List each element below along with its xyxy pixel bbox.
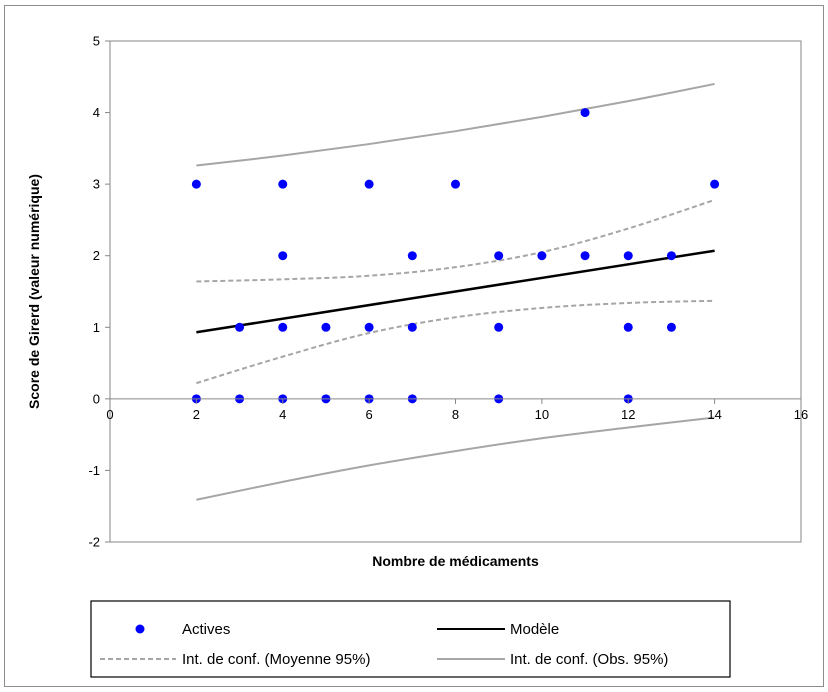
legend-label-modele: Modèle: [510, 621, 559, 638]
scatter-point: [364, 179, 374, 189]
y-tick-label: 0: [93, 391, 100, 406]
scatter-point: [235, 322, 245, 332]
ci-obs-lower-line: [196, 416, 715, 501]
scatter-point: [537, 251, 547, 261]
scatter-point: [451, 179, 460, 189]
legend-label-ci-obs: Int. de conf. (Obs. 95%): [510, 651, 668, 668]
model-line-layer: [196, 249, 715, 334]
scatter-point: [278, 322, 288, 332]
scatter-point: [494, 251, 504, 261]
scatter-point: [494, 322, 504, 332]
legend-box: [90, 600, 731, 678]
y-tick-label: -1: [88, 463, 100, 478]
y-tick-label: 2: [93, 248, 100, 263]
model-line: [196, 249, 715, 334]
scatter-point: [710, 179, 720, 189]
x-tick-label: 2: [193, 407, 200, 422]
x-tick-label: 4: [279, 407, 286, 422]
x-tick-label: 0: [106, 407, 113, 422]
scatter-point: [407, 251, 417, 261]
ci-mean-upper-line: [196, 198, 715, 283]
x-tick-label: 16: [794, 407, 808, 422]
scatter-point: [623, 322, 633, 332]
scatter-point: [666, 322, 676, 332]
scatter-point: [580, 251, 590, 261]
x-tick-label: 6: [366, 407, 373, 422]
scatter-point: [580, 108, 590, 118]
x-tick-label: 14: [707, 407, 721, 422]
scatter-point: [278, 251, 288, 261]
x-tick-label: 8: [452, 407, 459, 422]
scatter-point: [364, 322, 374, 332]
scatter-point: [623, 251, 633, 261]
y-axis-title: Score de Girerd (valeur numérique): [26, 174, 42, 409]
scatter-point: [321, 322, 331, 332]
scatter-point: [666, 251, 676, 261]
confidence-intervals: [196, 82, 715, 501]
y-tick-label: 3: [93, 177, 100, 192]
scatter-points: [191, 108, 720, 404]
legend-marker-actives: [135, 624, 145, 634]
legend: Actives Modèle Int. de conf. (Moyenne 95…: [90, 600, 731, 678]
scatter-point: [407, 322, 417, 332]
x-tick-label: 10: [535, 407, 549, 422]
legend-label-ci-mean: Int. de conf. (Moyenne 95%): [182, 651, 370, 668]
y-tick-label: 1: [93, 320, 100, 335]
y-tick-label: -2: [88, 535, 100, 550]
ci-obs-upper-line: [196, 82, 715, 167]
ci-mean-lower-line: [196, 299, 715, 385]
legend-label-actives: Actives: [182, 621, 230, 638]
x-axis-title: Nombre de médicaments: [372, 553, 539, 569]
y-tick-label: 5: [93, 34, 100, 49]
x-tick-label: 12: [621, 407, 635, 422]
scatter-point: [191, 179, 201, 189]
scatter-point: [278, 179, 288, 189]
y-tick-label: 4: [93, 105, 100, 120]
